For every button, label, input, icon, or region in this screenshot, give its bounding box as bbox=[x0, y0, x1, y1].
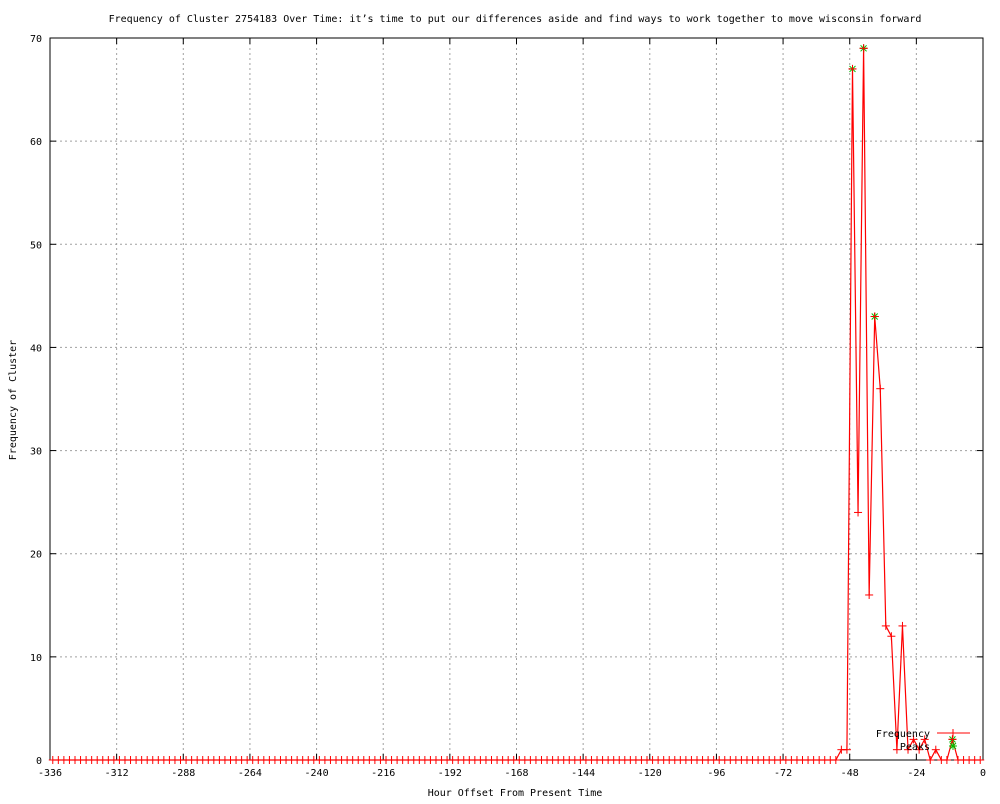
x-tick-label: -288 bbox=[171, 768, 195, 779]
axis-ticks: -336 -312 -288 -264 -240 -216 -192 -168 -144 -120… bbox=[30, 34, 986, 779]
star-stroke bbox=[949, 742, 957, 750]
x-tick-label: -96 bbox=[707, 768, 725, 779]
frequency-point bbox=[842, 745, 851, 754]
legend: Frequency Peaks bbox=[876, 729, 970, 753]
x-tick-label: -24 bbox=[907, 768, 925, 779]
frequency-point bbox=[831, 756, 840, 764]
x-tick-label: -144 bbox=[571, 768, 595, 779]
peak-frequency-point bbox=[870, 312, 879, 321]
x-tick-label: -168 bbox=[504, 768, 528, 779]
peak-frequency-point bbox=[848, 64, 857, 73]
y-tick-label: 30 bbox=[30, 447, 42, 458]
frequency-point bbox=[942, 756, 951, 764]
y-tick-label: 10 bbox=[30, 653, 42, 664]
frequency-point bbox=[915, 745, 924, 754]
x-tick-label: -48 bbox=[841, 768, 859, 779]
x-tick-label: -264 bbox=[238, 768, 262, 779]
frequency-point bbox=[854, 508, 863, 517]
x-tick-label: -312 bbox=[105, 768, 129, 779]
frequency-point bbox=[881, 621, 890, 630]
legend-peaks-label: Peaks bbox=[900, 742, 930, 753]
frequency-point bbox=[909, 735, 918, 744]
frequency-point bbox=[876, 384, 885, 393]
frequency-point bbox=[976, 756, 985, 764]
y-tick-label: 70 bbox=[30, 34, 42, 45]
legend-frequency-label: Frequency bbox=[876, 729, 930, 740]
legend-peaks-marker bbox=[949, 742, 957, 750]
frequency-point bbox=[892, 745, 901, 754]
x-tick-label: -72 bbox=[774, 768, 792, 779]
frequency-point bbox=[887, 632, 896, 641]
x-tick-label: -192 bbox=[438, 768, 462, 779]
y-tick-label: 20 bbox=[30, 550, 42, 561]
y-axis-label: Frequency of Cluster bbox=[8, 340, 19, 460]
frequency-point bbox=[920, 735, 929, 744]
y-tick-label: 50 bbox=[30, 240, 42, 251]
x-tick-label: -120 bbox=[638, 768, 662, 779]
grid bbox=[50, 38, 983, 760]
x-tick-label: -336 bbox=[38, 768, 62, 779]
series-layer bbox=[48, 44, 985, 764]
chart-title: Frequency of Cluster 2754183 Over Time: … bbox=[109, 14, 922, 25]
frequency-point bbox=[931, 745, 940, 754]
x-tick-label: -240 bbox=[305, 768, 329, 779]
frequency-point bbox=[865, 590, 874, 599]
frequency-point bbox=[926, 756, 935, 764]
y-tick-label: 0 bbox=[36, 756, 42, 767]
peak-frequency-point bbox=[859, 44, 868, 53]
peak-frequency-point bbox=[948, 735, 957, 744]
x-tick-label: 0 bbox=[980, 768, 986, 779]
y-tick-label: 60 bbox=[30, 137, 42, 148]
frequency-point bbox=[904, 745, 913, 754]
frequency-point bbox=[898, 621, 907, 630]
legend-frequency-marker bbox=[949, 729, 957, 737]
y-tick-label: 40 bbox=[30, 343, 42, 354]
x-tick-label: -216 bbox=[371, 768, 395, 779]
x-axis-label: Hour Offset From Present Time bbox=[428, 788, 603, 799]
